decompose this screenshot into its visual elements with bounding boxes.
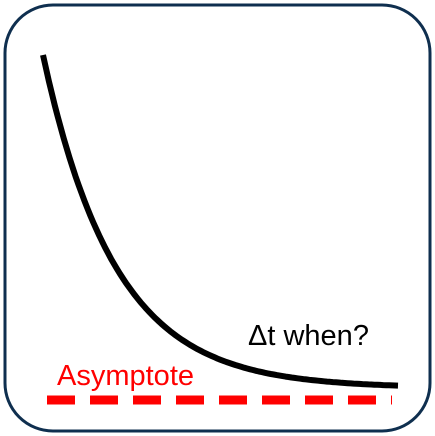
asymptote-label: Asymptote	[57, 360, 194, 392]
delta-t-annotation: Δt when?	[248, 320, 369, 352]
decay-curve	[40, 54, 399, 389]
diagram-frame	[3, 3, 432, 433]
